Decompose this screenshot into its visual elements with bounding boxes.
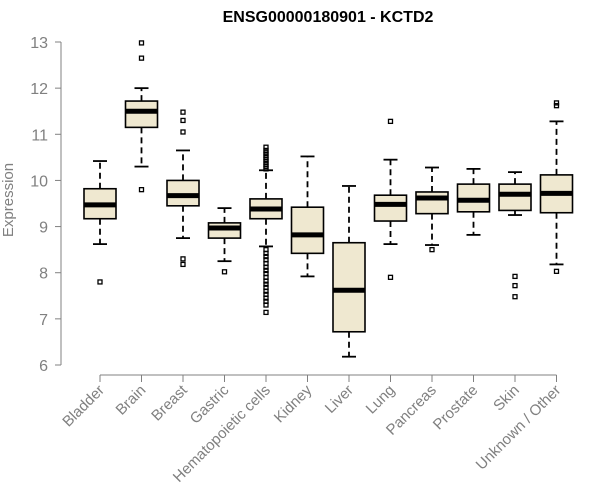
y-axis: 6 7 8 9 10 11 12 13	[30, 35, 62, 375]
box-kidney	[290, 155, 325, 278]
iqr-box	[332, 241, 366, 333]
chart-title: ENSG00000180901 - KCTD2	[223, 9, 434, 26]
iqr-box	[415, 191, 449, 215]
outlier-point	[180, 256, 186, 262]
x-tick-label-breast: Breast	[148, 381, 191, 424]
outlier-point	[138, 40, 145, 46]
outlier-point	[429, 246, 435, 253]
plot-area	[83, 40, 574, 358]
outlier-point	[387, 274, 394, 280]
outlier-point	[512, 294, 518, 300]
y-tick-label: 7	[39, 312, 48, 329]
y-tick-label: 8	[39, 266, 48, 283]
box-gastric	[207, 207, 242, 275]
x-tick-label-prostate: Prostate	[430, 382, 482, 434]
box-pancreas	[415, 166, 449, 253]
outlier-point	[512, 282, 518, 289]
box-lung	[373, 118, 408, 280]
x-tick-label-skin: Skin	[490, 382, 523, 415]
outlier-point	[553, 100, 560, 106]
outlier-point	[180, 261, 186, 268]
outlier-point	[263, 166, 269, 172]
outlier-point	[263, 309, 269, 316]
outlier-point	[263, 288, 269, 294]
box-prostate	[456, 167, 491, 236]
outlier-point	[97, 279, 103, 285]
outlier-point	[512, 273, 518, 280]
box-breast	[166, 109, 200, 268]
iqr-box	[124, 100, 159, 129]
x-tick-label-bladder: Bladder	[59, 382, 108, 431]
y-axis-label: Expression	[0, 163, 17, 237]
y-tick-label: 12	[30, 81, 48, 98]
y-tick-label: 6	[39, 358, 48, 375]
x-tick-label-kidney: Kidney	[271, 381, 316, 426]
iqr-box	[290, 206, 325, 255]
outlier-point	[553, 268, 560, 274]
box-liver	[332, 185, 366, 358]
iqr-box	[207, 222, 242, 239]
y-tick-label: 9	[39, 220, 48, 237]
outlier-point	[180, 109, 186, 115]
outlier-point	[263, 250, 269, 256]
box-skin	[498, 171, 532, 300]
outlier-point	[263, 144, 269, 150]
y-tick-label: 10	[30, 173, 48, 190]
outlier-point	[180, 117, 186, 124]
y-tick-label: 11	[31, 127, 48, 144]
outlier-point	[263, 302, 269, 308]
box-brain	[124, 40, 159, 193]
outlier-point	[387, 118, 394, 125]
outlier-point	[263, 281, 269, 287]
y-tick-label: 13	[30, 35, 48, 52]
outlier-point	[138, 187, 145, 193]
outlier-point	[180, 129, 186, 135]
outlier-point	[263, 278, 269, 284]
outlier-point	[138, 55, 145, 61]
outlier-point	[263, 267, 269, 274]
x-tick-label-lung: Lung	[363, 382, 399, 418]
iqr-box	[498, 183, 532, 212]
box-unknown-other	[539, 100, 574, 274]
box-bladder	[83, 160, 117, 285]
iqr-box	[373, 194, 408, 222]
x-tick-label-liver: Liver	[322, 382, 357, 417]
outlier-point	[263, 253, 269, 260]
outlier-point	[263, 295, 269, 301]
iqr-box	[166, 179, 200, 207]
outlier-point	[263, 264, 269, 270]
outlier-point	[221, 269, 228, 275]
x-tick-label-brain: Brain	[113, 382, 150, 419]
outlier-point	[553, 103, 560, 109]
box-hematopoietic-cells	[249, 144, 283, 316]
